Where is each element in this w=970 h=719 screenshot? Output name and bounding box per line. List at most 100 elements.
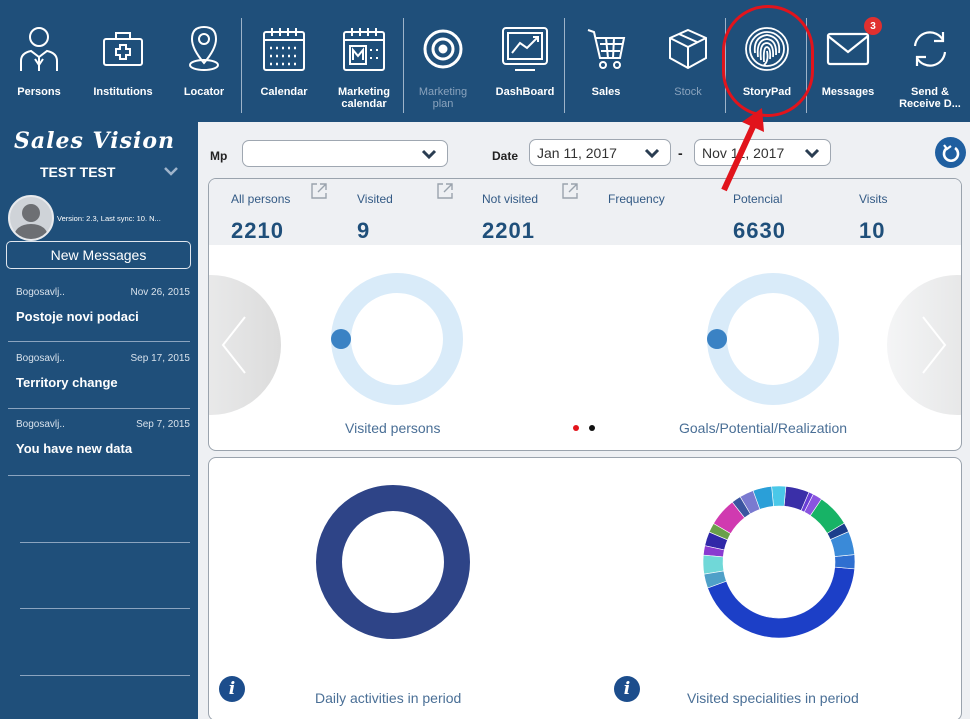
stat-label: Visits [859,192,888,206]
divider [20,608,190,609]
divider [20,542,190,543]
date-from-value: Jan 11, 2017 [537,144,617,161]
toolbar-marketing-calendar-label: Marketing calendar [338,86,390,110]
stat-label: Frequency [608,192,665,206]
toolbar-messages-label: Messages [821,86,875,98]
chevron-down-icon [421,149,437,160]
message-date: Sep 7, 2015 [136,419,190,430]
toolbar-send-receive[interactable]: Send & Receive D... [892,0,968,122]
toolbar-marketing-plan-label: Marketing plan [418,86,468,110]
toolbar-separator [403,18,404,113]
toolbar-persons[interactable]: Persons [8,0,70,122]
toolbar-separator [241,18,242,113]
brand-title: Sales Vision [14,128,175,154]
filter-bar: Mp Date Jan 11, 2017 - Nov 11, 2017 [198,122,970,177]
stat-label: All persons [231,192,291,206]
ring-slice [316,485,470,639]
dashboard-icon [502,27,548,71]
message-item[interactable]: Bogosavlj.. Sep 7, 2015 You have new dat… [8,419,190,469]
refresh-button[interactable] [935,137,966,168]
top-toolbar: Persons Institutions Locator Calendar Ma… [0,0,970,122]
message-item[interactable]: Bogosavlj.. Sep 17, 2015 Territory chang… [8,353,190,403]
toolbar-sales-label: Sales [591,86,621,98]
external-link-icon[interactable] [436,182,454,200]
toolbar-locator[interactable]: Locator [178,0,230,122]
message-sender: Bogosavlj.. [16,287,65,298]
box-icon [669,28,707,70]
mp-label: Mp [210,149,228,163]
toolbar-separator [564,18,565,113]
carousel-dot-active[interactable] [573,425,579,431]
stat-value: 2210 [231,218,284,243]
daily-activities-chart[interactable] [313,482,473,642]
toolbar-calendar[interactable]: Calendar [252,0,316,122]
version-info: Version: 2.3, Last sync: 10. N... [57,214,161,223]
date-separator: - [678,145,683,161]
goals-chart[interactable] [703,269,843,409]
message-item[interactable]: Bogosavlj.. Nov 26, 2015 Postoje novi po… [8,287,190,337]
toolbar-persons-label: Persons [17,86,61,98]
goals-caption: Goals/Potential/Realization [679,420,848,436]
toolbar-locator-label: Locator [183,86,225,98]
date-from-select[interactable]: Jan 11, 2017 [529,139,671,166]
medical-case-icon [103,32,143,66]
toolbar-messages[interactable]: Messages [814,0,882,122]
donut-slice[interactable] [771,485,787,507]
annotation-arrow-icon [721,108,764,192]
toolbar-dashboard-label: DashBoard [495,86,555,98]
sync-icon [913,31,947,67]
target-icon [423,29,463,69]
external-link-icon[interactable] [561,182,579,200]
info-icon[interactable]: i [219,676,245,702]
divider [8,475,190,476]
specialities-caption: Visited specialities in period [687,690,859,706]
highlight-circle [722,5,814,117]
message-title: Postoje novi podaci [16,309,139,324]
external-link-icon[interactable] [310,182,328,200]
cart-icon [587,29,626,69]
specialities-chart[interactable] [699,482,859,642]
carousel-next-button[interactable] [887,275,961,415]
mp-select[interactable] [242,140,448,167]
toolbar-marketing-plan[interactable]: Marketing plan [412,0,474,122]
carousel-dot[interactable] [589,425,595,431]
marketing-calendar-icon [343,28,385,71]
visited-persons-chart[interactable] [327,269,467,409]
date-label: Date [492,149,519,163]
donut-slice[interactable] [834,554,856,570]
divider [8,408,190,409]
sidebar: Sales Vision TEST TEST Version: 2.3, Las… [0,122,198,719]
toolbar-sales[interactable]: Sales [578,0,634,122]
refresh-icon [942,143,959,162]
new-messages-button[interactable]: New Messages [6,241,191,269]
message-date: Sep 17, 2015 [130,353,191,364]
summary-card: All persons 2210 Visited 9 Not visited 2… [208,178,962,451]
stat-label: Visited [357,192,393,206]
toolbar-marketing-calendar[interactable]: Marketing calendar [330,0,398,122]
chevron-right-icon [922,316,947,374]
user-name[interactable]: TEST TEST [40,164,116,180]
main-content: Mp Date Jan 11, 2017 - Nov 11, 2017 All … [198,122,970,719]
toolbar-separator [725,18,726,113]
carousel-prev-button[interactable] [209,275,281,415]
toolbar-send-receive-label: Send & Receive D... [899,86,961,110]
toolbar-stock[interactable]: Stock [660,0,716,122]
message-sender: Bogosavlj.. [16,353,65,364]
toolbar-institutions[interactable]: Institutions [88,0,158,122]
chevron-down-icon[interactable] [163,166,179,176]
ring-slice [707,273,839,405]
envelope-icon [826,32,870,66]
date-to-select[interactable]: Nov 11, 2017 [694,139,831,166]
ring-slice [331,273,463,405]
stats-strip: All persons 2210 Visited 9 Not visited 2… [209,179,961,245]
location-pin-icon [189,25,219,71]
calendar-icon [263,28,305,71]
toolbar-dashboard[interactable]: DashBoard [490,0,560,122]
info-icon[interactable]: i [614,676,640,702]
visited-persons-caption: Visited persons [345,420,441,436]
avatar [8,195,54,241]
donut-slice[interactable] [703,570,727,589]
message-sender: Bogosavlj.. [16,419,65,430]
donut-slice[interactable] [707,566,856,639]
chevron-down-icon [644,148,660,159]
